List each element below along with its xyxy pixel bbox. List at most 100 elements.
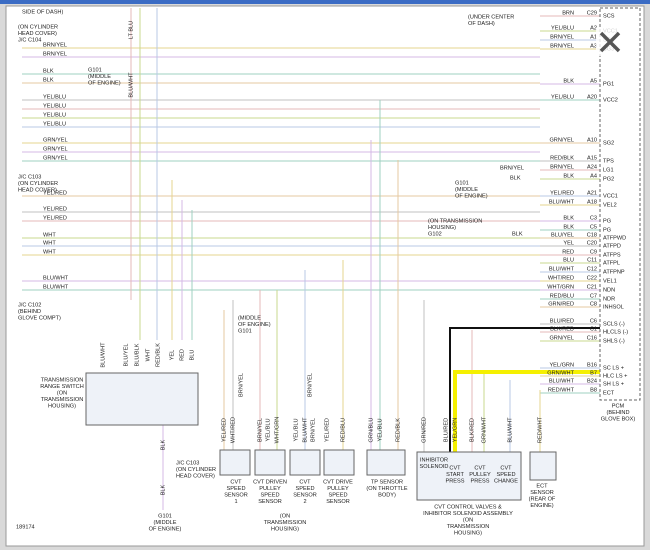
range-switch	[85, 372, 199, 426]
pin-number: C5	[590, 224, 597, 230]
note-line: (ON CYLINDER	[18, 181, 58, 187]
note-line: G102	[428, 231, 442, 237]
wire-color-label: YEL/BLU	[43, 112, 66, 118]
note-line: (MIDDLE	[455, 187, 478, 193]
wire-color-label: BLU/WHT	[43, 284, 69, 290]
wire-color-label: BRN/YEL	[43, 42, 67, 48]
close-button[interactable]	[596, 28, 624, 56]
note-line: HOUSING)	[428, 225, 456, 231]
pin-signal: ATFPL	[603, 260, 620, 266]
note-line: G101	[88, 67, 102, 73]
wire-color-label: BLK	[563, 78, 574, 84]
note-line: HOUSING)	[48, 403, 76, 409]
close-icon[interactable]	[599, 31, 621, 53]
note-line: SPEED	[497, 472, 516, 478]
wire-color-label: GRN/WHT	[547, 370, 574, 376]
ect-sensor-box	[529, 451, 557, 481]
note-line: SENSOR	[293, 492, 317, 498]
wire-color-label: WHT/GRN	[274, 417, 280, 444]
wire-color-label: BLU/WHT	[43, 275, 69, 281]
wire-color-label: YEL/BLU	[293, 418, 299, 441]
note-line: GLOVE COMPT)	[18, 315, 61, 321]
wire-color-label: BLU/WHT	[507, 417, 513, 443]
wire-color-label: BRN/YEL	[550, 43, 574, 49]
note-line: CVT	[474, 465, 486, 471]
pin-number: C29	[587, 10, 597, 16]
note-line: OF ENGINE)	[238, 322, 271, 328]
note-line: SENSOR	[224, 492, 248, 498]
sensor-box	[323, 449, 355, 476]
note-line: START	[446, 472, 464, 478]
note-line: G101	[455, 180, 469, 186]
wire-color-label: WHT/RED	[230, 417, 236, 443]
note-line: OF ENGINE)	[88, 80, 121, 86]
pin-number: C1	[590, 326, 597, 332]
pin-signal: SC LS +	[603, 365, 624, 371]
pin-number: A24	[587, 164, 597, 170]
pin-signal: ATFPS	[603, 252, 621, 258]
pin-signal: PG2	[603, 176, 614, 182]
pin-signal: SH LS +	[603, 381, 624, 387]
wire-color-label: BLU/YEL	[123, 343, 129, 366]
pin-signal: PG	[603, 218, 611, 224]
wire-color-label: YEL/RED	[43, 215, 67, 221]
note-line: J/C C102	[18, 302, 41, 308]
wire-color-label: WHT/RED	[548, 275, 574, 281]
wire-color-label: BRN/YEL	[550, 34, 574, 40]
pin-number: C20	[587, 240, 597, 246]
note-line: SPEED	[227, 486, 246, 492]
note-line: (MIDDLE	[88, 74, 111, 80]
sensor-box	[219, 449, 251, 476]
wire-color-label: BLU/WHT	[549, 266, 575, 272]
pin-number: B16	[587, 362, 597, 368]
pin-number: A15	[587, 155, 597, 161]
note-line: CVT DRIVE	[323, 479, 353, 485]
wire-color-label: BLU/RED	[550, 318, 574, 324]
wire-color-label: BLU/BLK	[134, 343, 140, 366]
wire-color-label: GRN/YEL	[549, 335, 574, 341]
wire-color-label: BLU/WHT	[100, 342, 106, 368]
pin-signal: ATFPNP	[603, 269, 625, 275]
note-line: HEAD COVER)	[176, 473, 215, 479]
note-line: PRESS	[471, 478, 490, 484]
note-line: (REAR OF	[529, 496, 556, 502]
note-line: 1	[234, 499, 237, 505]
pin-signal: INHSOL	[603, 304, 624, 310]
pin-signal: TPS	[603, 158, 614, 164]
wire-color-label: RED	[179, 349, 185, 361]
note-line: INHIBITOR SOLENOID ASSEMBLY	[423, 511, 513, 517]
note-line: J/C C103	[18, 174, 41, 180]
pin-number: C7	[590, 293, 597, 299]
pin-signal: VCC2	[603, 97, 618, 103]
wire-color-label: RED/WHT	[537, 416, 543, 443]
note-line: (ON	[463, 517, 473, 523]
note-line: HOUSING)	[454, 530, 482, 536]
wire-color-label: BLK	[563, 173, 574, 179]
pin-signal: ECT	[603, 390, 615, 396]
wire-color-label: YEL	[563, 240, 574, 246]
note-line: J/C C103	[176, 460, 199, 466]
wire-color-label: YEL/BLU	[43, 121, 66, 127]
wire-color-label: YEL/BLU	[265, 418, 271, 441]
note-line: BODY)	[378, 492, 396, 498]
tp-sensor-box	[366, 449, 406, 476]
pin-number: B7	[590, 370, 597, 376]
wire-color-label: YEL/RED	[43, 190, 67, 196]
wire-color-label: BLU/WHT	[302, 417, 308, 443]
note-line: OF ENGINE)	[455, 193, 488, 199]
wire-color-label: GRN/BLU	[368, 418, 374, 443]
wire-color-label: BLK	[43, 77, 54, 83]
note-line: ECT	[536, 483, 548, 489]
note-line: CVT	[500, 465, 512, 471]
wire-color-label: RED/BLU	[550, 293, 574, 299]
note-line: SENSOR	[530, 490, 554, 496]
note-line: GLOVE BOX)	[601, 416, 636, 422]
pin-number: C21	[587, 284, 597, 290]
note-line: TRANSMISSION	[41, 397, 84, 403]
note-line: RANGE SWITCH	[40, 384, 84, 390]
note-line: ENGINE)	[530, 503, 553, 509]
wire-color-label: BRN	[562, 10, 574, 16]
wire-color-label: RED/BLU	[340, 418, 346, 442]
